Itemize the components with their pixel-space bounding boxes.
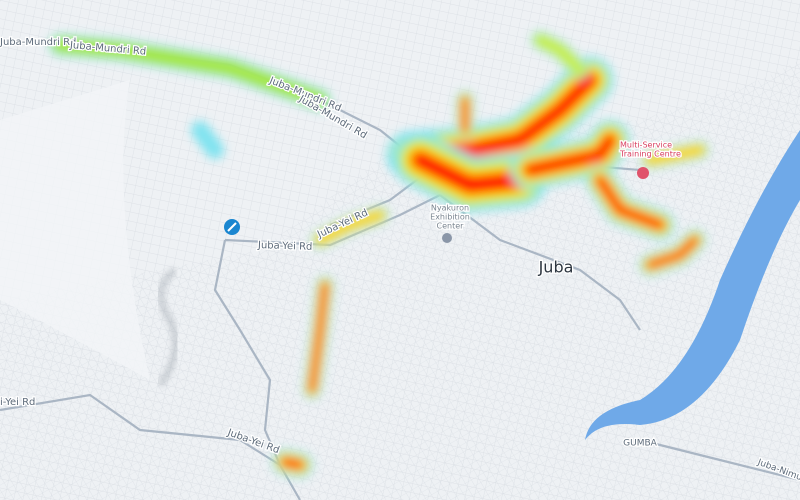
map-label: Training Centre	[619, 150, 681, 159]
heat-band	[280, 457, 305, 470]
heat-band	[51, 36, 329, 109]
poi-wrench-glyph	[227, 222, 237, 232]
heat-band	[315, 210, 385, 245]
map-label: i-Yei Rd	[0, 397, 35, 408]
heat-band	[646, 236, 699, 269]
poi-exhibition[interactable]	[442, 233, 452, 243]
map-label: Exhibition	[430, 213, 470, 222]
map-label: Multi-Service	[620, 141, 672, 150]
map-label: Juba-Yei Rd	[257, 240, 313, 253]
map-label: Juba-Mundri Rd	[0, 37, 76, 48]
poi-training[interactable]	[637, 167, 649, 179]
heatmap	[49, 31, 709, 478]
map-label: GUMBA	[623, 439, 658, 449]
map-label: Juba	[538, 258, 574, 277]
scribble	[157, 267, 180, 388]
heat-band	[523, 133, 617, 177]
map-label: Center	[437, 222, 465, 231]
river	[585, 130, 800, 440]
heat-band	[309, 282, 328, 393]
open-area	[0, 80, 150, 380]
heat-band	[191, 121, 224, 159]
map-label: Nyakuron	[431, 204, 469, 213]
heat-band	[533, 33, 587, 77]
heat-band	[595, 175, 665, 230]
poi-icons	[224, 167, 649, 243]
heat-band	[411, 151, 529, 195]
heat-band	[645, 145, 705, 165]
